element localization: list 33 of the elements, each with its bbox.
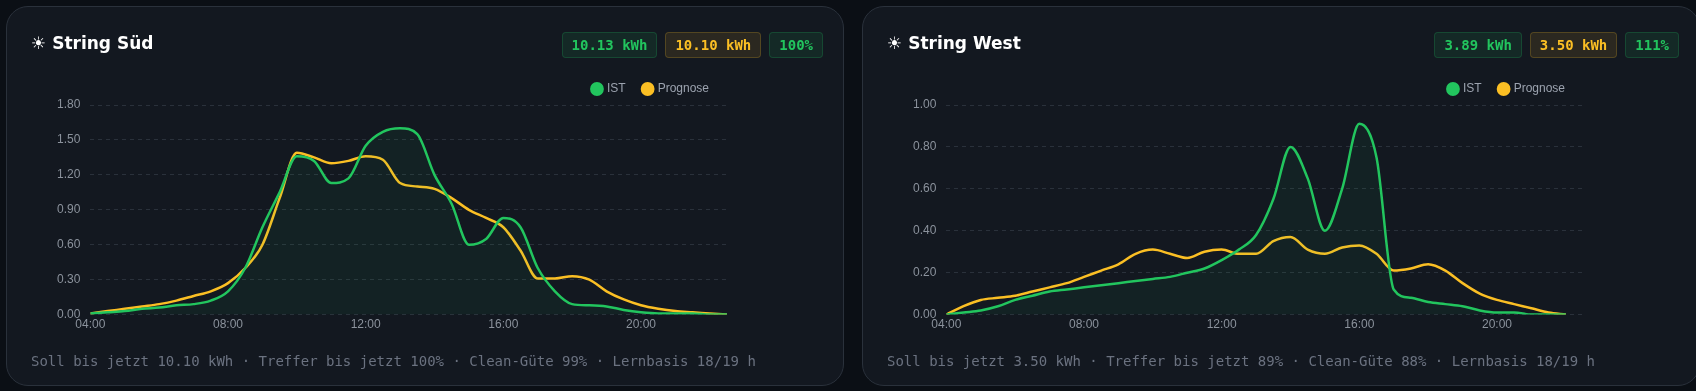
text: 111%: [1625, 32, 1679, 58]
y-tick-label: 1.00: [913, 97, 937, 112]
x-tick-label: 16:00: [488, 317, 519, 332]
text: 100%: [769, 32, 823, 58]
legend-label: IST: [606, 81, 627, 96]
legend-label: Prognose: [657, 81, 710, 96]
y-tick-label: 0.20: [913, 264, 937, 279]
chart-title: ☀ String West: [887, 33, 1021, 53]
legend-label: IST: [1462, 81, 1483, 96]
y-tick-label: 0.60: [57, 237, 81, 252]
text: 10.10 kWh: [665, 32, 762, 58]
x-tick-label: 16:00: [1344, 317, 1375, 332]
y-tick-label: 1.50: [57, 132, 81, 147]
text: 3.89 kWh: [1434, 32, 1522, 58]
text: Soll bis jetzt 10.10 kWh · Treffer bis jetzt 100% · Clean-Güte 99% · Lernbasis 18/19 h: [31, 353, 756, 369]
x-tick-label: 20:00: [625, 317, 657, 332]
y-tick-label: 1.20: [57, 167, 81, 182]
x-tick-label: 08:00: [1068, 317, 1100, 332]
chart-title: ☀ String Süd: [31, 33, 154, 53]
y-tick-label: 0.90: [57, 202, 81, 217]
y-tick-label: 0.40: [913, 223, 937, 238]
y-tick-label: 0.60: [913, 181, 937, 196]
x-tick-label: 12:00: [350, 317, 381, 332]
text: Soll bis jetzt 3.50 kWh · Treffer bis jetzt 89% · Clean-Güte 88% · Lernbasis 18/19 h: [887, 353, 1596, 369]
legend-label: Prognose: [1513, 81, 1566, 96]
x-tick-label: 08:00: [212, 317, 244, 332]
y-tick-label: 0.80: [913, 139, 937, 154]
y-tick-label: 1.80: [57, 97, 81, 112]
x-tick-label: 20:00: [1481, 317, 1513, 332]
x-tick-label: 12:00: [1206, 317, 1237, 332]
text: 10.13 kWh: [561, 32, 658, 58]
text: 3.50 kWh: [1529, 32, 1618, 58]
y-tick-label: 0.30: [57, 271, 81, 286]
